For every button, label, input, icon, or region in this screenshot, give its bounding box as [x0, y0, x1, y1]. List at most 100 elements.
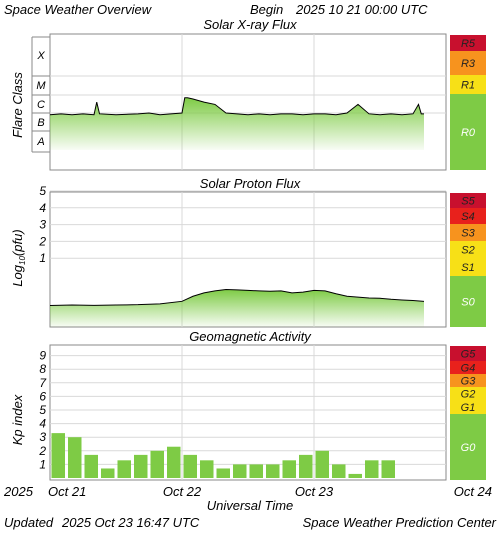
- xray-class-label: C: [37, 99, 45, 111]
- kp-bar: [266, 464, 280, 478]
- kp-bar: [216, 468, 230, 478]
- geomag-tick-label: 4: [39, 417, 46, 431]
- credit-text: Space Weather Prediction Center: [303, 515, 497, 530]
- proton-scale-segment: [450, 224, 486, 241]
- x-tick-label: Oct 22: [163, 484, 202, 499]
- xray-scale-segment: [450, 51, 486, 75]
- xray-ylabel: Flare Class: [10, 72, 25, 138]
- kp-bar: [117, 460, 131, 478]
- updated-label: Updated: [4, 515, 54, 530]
- geomag-tick-label: 9: [39, 349, 46, 363]
- x-tick-label: Oct 24: [454, 484, 492, 499]
- x-tick-labels: 2025 Oct 21 Oct 22 Oct 23 Oct 24: [3, 484, 492, 499]
- geomag-plot-area: [49, 344, 447, 481]
- proton-tick-label: 4: [39, 201, 46, 215]
- kp-bar: [332, 464, 346, 478]
- proton-scale-label: S3: [461, 228, 475, 240]
- kp-bar: [200, 460, 214, 478]
- xray-class-label: M: [36, 80, 46, 92]
- geomag-scale-label: G5: [461, 349, 477, 361]
- geomag-scale-segment: [450, 374, 486, 387]
- geomag-tick-label: 6: [39, 389, 46, 403]
- begin-value: 2025 10 21 00:00 UTC: [295, 2, 428, 17]
- kp-bar: [282, 460, 296, 478]
- proton-scale-label: S2: [461, 245, 474, 257]
- x-tick-label: Oct 23: [295, 484, 334, 499]
- geomag-scale-label: G3: [461, 376, 477, 388]
- xray-scale-segment: [450, 35, 486, 51]
- proton-tick-label: 2: [38, 234, 46, 248]
- xray-scale-label: R1: [461, 80, 475, 92]
- geomag-scale-segment: [450, 361, 486, 374]
- proton-scale-segment: [450, 241, 486, 258]
- kp-bar: [167, 446, 181, 478]
- proton-scale-label: S5: [461, 196, 475, 208]
- begin-label: Begin: [250, 2, 283, 17]
- kp-bar: [381, 460, 395, 478]
- updated-value: 2025 Oct 23 16:47 UTC: [61, 515, 200, 530]
- x-axis-title: Universal Time: [207, 498, 294, 513]
- geomag-scale-segment: [450, 387, 486, 400]
- geomag-tick-label: 7: [39, 376, 47, 390]
- proton-panel-title: Solar Proton Flux: [200, 176, 301, 191]
- proton-flux-line: [49, 289, 425, 307]
- proton-scale-segment: [450, 258, 486, 276]
- kp-bar: [183, 454, 197, 478]
- geomag-tick-label: 8: [39, 362, 46, 376]
- geomag-scale-label: G4: [461, 363, 476, 375]
- kp-bar: [84, 454, 98, 478]
- proton-series: [49, 289, 425, 327]
- xray-scale-label: R5: [461, 38, 476, 50]
- kp-bar: [51, 433, 65, 478]
- geomag-tick-label: 1: [39, 457, 46, 471]
- proton-ylabel: Log10(pfu): [10, 229, 27, 286]
- geomag-scale-label: G0: [461, 442, 477, 454]
- kp-bar: [365, 460, 379, 478]
- xray-scale-label: R0: [461, 127, 476, 139]
- x-year-label: 2025: [3, 484, 34, 499]
- kp-bar: [233, 464, 247, 478]
- kp-bar: [150, 450, 164, 478]
- geomag-tick-label: 3: [39, 430, 46, 444]
- xray-scale-segment: [450, 75, 486, 94]
- xray-series: [49, 97, 424, 150]
- geomag-scale-segment: [450, 400, 486, 414]
- kp-bar: [101, 468, 115, 478]
- kp-bar: [68, 437, 82, 478]
- geomag-panel-title: Geomagnetic Activity: [189, 329, 312, 344]
- proton-tick-label: 1: [39, 251, 46, 265]
- geomag-scale-label: G1: [461, 402, 476, 414]
- geomag-scale-segment: [450, 414, 486, 480]
- geomag-tick-label: 2: [38, 444, 46, 458]
- xray-class-label: B: [37, 117, 44, 129]
- xray-scale-segment: [450, 94, 486, 170]
- xray-class-label: A: [36, 136, 44, 148]
- xray-panel-title: Solar X-ray Flux: [203, 17, 297, 32]
- xray-flux-line: [49, 97, 424, 116]
- proton-tick-label: 3: [39, 218, 46, 232]
- proton-tick-label: 5: [39, 184, 46, 198]
- geomag-ylabel: Kp index: [10, 394, 25, 445]
- page-title: Space Weather Overview: [4, 2, 153, 17]
- geomag-tick-label: 5: [39, 403, 46, 417]
- geomag-scale-segment: [450, 346, 486, 361]
- geomag-scale-label: G2: [461, 389, 476, 401]
- proton-scale-label: S0: [461, 297, 475, 309]
- proton-scale-segment: [450, 208, 486, 224]
- kp-bar: [249, 464, 263, 478]
- xray-class-label: X: [36, 50, 45, 62]
- kp-bar: [315, 450, 329, 478]
- proton-scale-label: S1: [461, 262, 474, 274]
- geomag-bars: [51, 433, 395, 478]
- proton-flux-area: [50, 289, 424, 327]
- kp-bar: [134, 454, 148, 478]
- xray-flux-area: [50, 97, 424, 150]
- kp-bar: [299, 454, 313, 478]
- proton-scale-segment: [450, 193, 486, 208]
- kp-bar: [348, 473, 362, 478]
- xray-scale-label: R3: [461, 58, 476, 70]
